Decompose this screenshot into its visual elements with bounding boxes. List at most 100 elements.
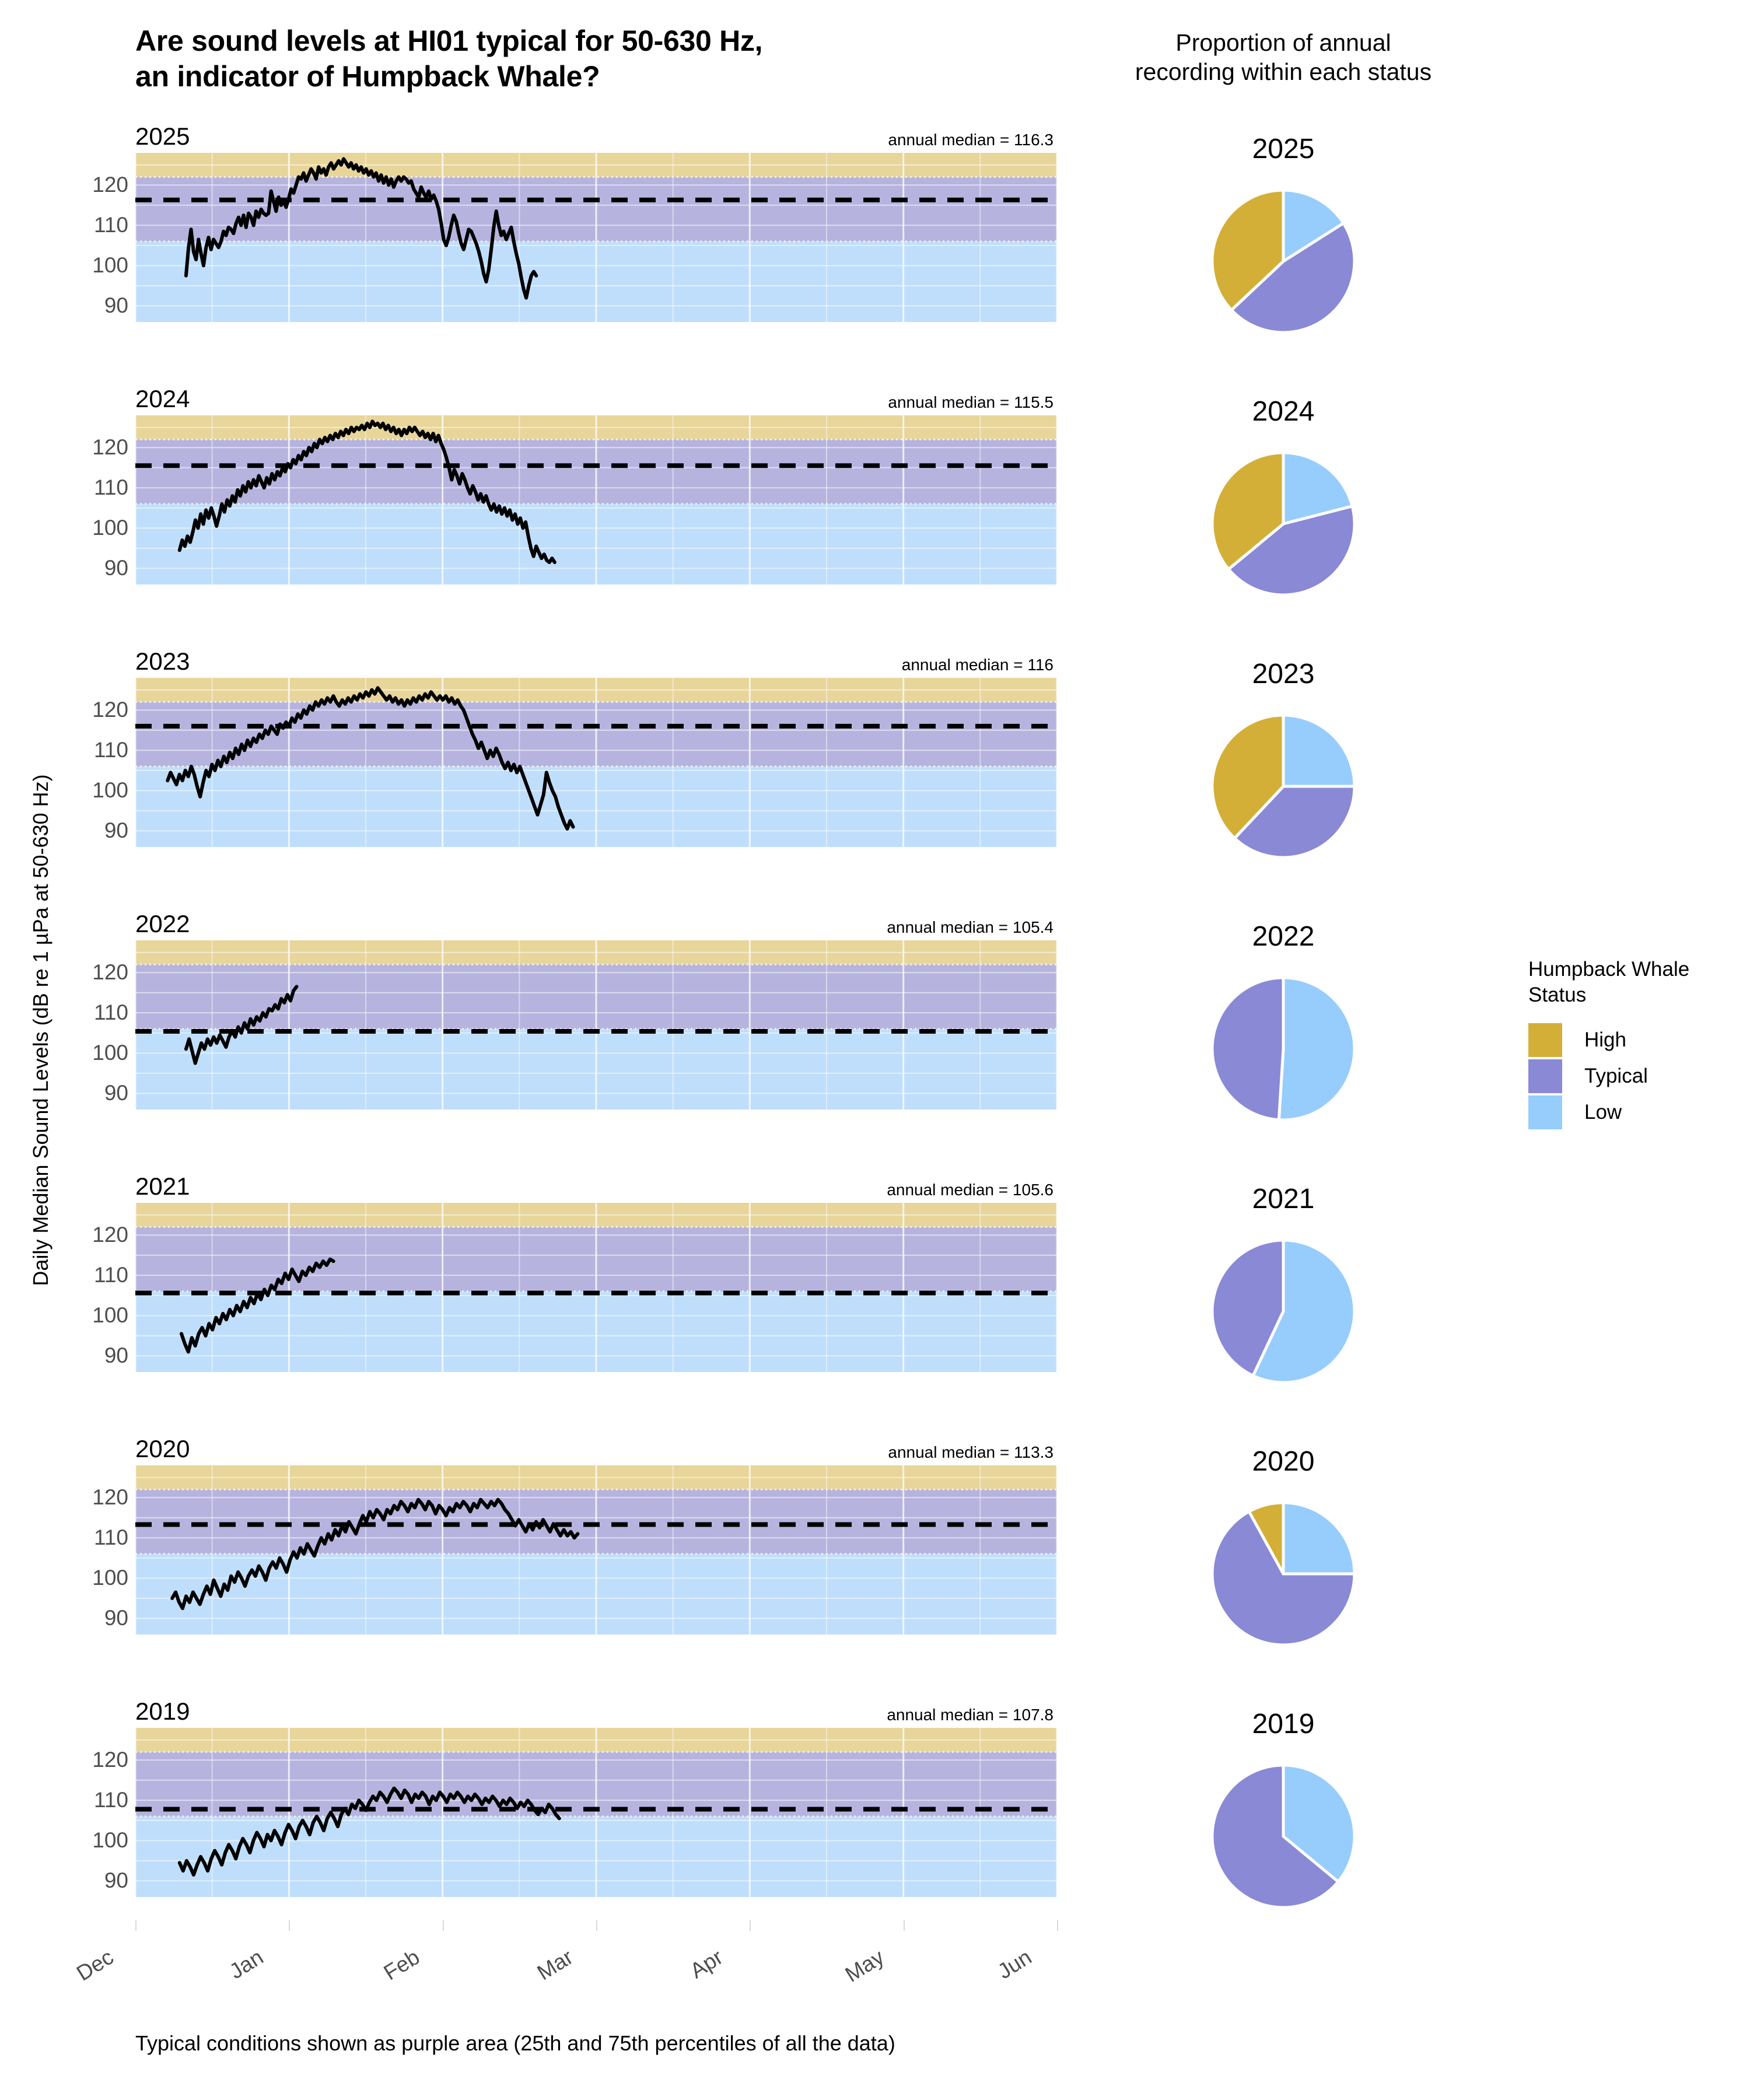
footer-note: Typical conditions shown as purple area … (135, 2031, 895, 2055)
pie-slice-high (1210, 188, 1285, 313)
x-tick-label: Jan (225, 1945, 268, 1984)
y-tick-label: 100 (92, 778, 128, 803)
pie-slice-high (1210, 451, 1285, 572)
y-tick-label: 90 (104, 556, 128, 580)
pie-block-2025: 2025 (1102, 135, 1464, 349)
pie-block-2020: 2020 (1102, 1448, 1464, 1661)
y-tick-labels: 90 100 110 120 (58, 1728, 128, 1897)
pie-svg-2023 (1210, 713, 1356, 859)
plot-area-2020 (135, 1465, 1057, 1634)
pie-slice-typical (1232, 785, 1356, 859)
y-tick-label: 120 (92, 960, 128, 985)
x-tick-label: Mar (533, 1945, 578, 1985)
legend-item-high[interactable]: High (1528, 1023, 1750, 1057)
y-tick-label: 110 (94, 1263, 128, 1287)
y-tick-label: 90 (104, 1343, 128, 1368)
legend-item-low[interactable]: Low (1528, 1095, 1750, 1129)
pie-svg-2019 (1210, 1763, 1356, 1909)
x-tick-mark (135, 1920, 136, 1931)
annual-median-label: annual median = 105.4 (887, 918, 1054, 936)
x-tick-label: Feb (379, 1945, 424, 1985)
plot-area-2021 (135, 1203, 1057, 1372)
daily-median-line (177, 419, 556, 564)
pie-slice-typical (1210, 1238, 1285, 1378)
y-tick-label: 120 (92, 435, 128, 460)
y-tick-labels: 90 100 110 120 (58, 940, 128, 1110)
plot-svg (135, 153, 1057, 322)
panel-year-label: 2023 (135, 648, 190, 675)
plot-svg (135, 1728, 1057, 1897)
pie-year-label: 2019 (1252, 1709, 1315, 1740)
annual-median-label: annual median = 116 (901, 656, 1054, 674)
y-tick-labels: 90 100 110 120 (58, 415, 128, 584)
x-tick-mark (442, 1920, 444, 1931)
panel-year-label: 2019 (135, 1698, 190, 1725)
x-axis: Dec Jan Feb Mar Apr May Jun (72, 1920, 1058, 2025)
y-tick-labels: 90 100 110 120 (58, 153, 128, 322)
pie-block-2024: 2024 (1102, 398, 1464, 611)
pie-year-label: 2024 (1252, 396, 1315, 427)
pies-header: Proportion of annual recording within eac… (1135, 29, 1432, 86)
legend-item-label: Low (1584, 1100, 1622, 1124)
y-tick-label: 110 (94, 475, 128, 500)
plot-svg (135, 940, 1057, 1110)
pie-slice-low (1282, 713, 1356, 788)
y-tick-label: 90 (104, 293, 128, 318)
pie-block-2021: 2021 (1102, 1185, 1464, 1399)
y-tick-label: 120 (92, 173, 128, 197)
x-tick-mark (596, 1920, 597, 1931)
y-tick-label: 90 (104, 1081, 128, 1105)
pie-block-2023: 2023 (1102, 660, 1464, 874)
panel-year-label: 2021 (135, 1172, 190, 1200)
pie-svg-2021 (1210, 1238, 1356, 1384)
pie-svg-2020 (1210, 1501, 1356, 1647)
y-tick-label: 120 (92, 698, 128, 722)
daily-median-line (177, 1786, 561, 1877)
legend-swatch-icon (1528, 1095, 1562, 1129)
y-tick-label: 110 (94, 1000, 128, 1025)
y-tick-label: 90 (104, 818, 128, 843)
legend-title: Humpback Whale Status (1528, 958, 1690, 1006)
x-tick-label: May (841, 1945, 888, 1987)
page-title: Are sound levels at HI01 typical for 50-… (135, 24, 763, 93)
panel-year-label: 2022 (135, 910, 190, 937)
y-tick-label: 110 (94, 1788, 128, 1812)
plot-area-2024 (135, 415, 1057, 584)
y-tick-label: 110 (94, 738, 128, 762)
y-tick-label: 100 (92, 1828, 128, 1853)
pie-svg-2025 (1210, 188, 1356, 334)
y-tick-label: 100 (92, 253, 128, 278)
x-tick-label: Jun (993, 1945, 1036, 1984)
y-tick-label: 100 (92, 1566, 128, 1590)
pie-slice-high (1247, 1501, 1285, 1575)
pie-year-label: 2020 (1252, 1446, 1315, 1477)
pie-slice-typical (1210, 1763, 1340, 1909)
legend-item-typical[interactable]: Typical (1528, 1059, 1750, 1093)
pie-slice-typical (1229, 221, 1356, 334)
y-tick-labels: 90 100 110 120 (58, 1465, 128, 1634)
y-tick-label: 120 (92, 1485, 128, 1510)
pie-block-2019: 2019 (1102, 1710, 1464, 1924)
daily-median-line (166, 686, 575, 831)
plot-svg (135, 415, 1057, 584)
x-tick-mark (289, 1920, 290, 1931)
pie-year-label: 2023 (1252, 659, 1315, 690)
y-tick-label: 90 (104, 1868, 128, 1893)
legend-item-label: Typical (1584, 1064, 1648, 1087)
pie-slice-typical (1210, 976, 1285, 1122)
legend-swatch-icon (1528, 1059, 1562, 1093)
annual-median-label: annual median = 113.3 (888, 1443, 1054, 1461)
pie-year-label: 2025 (1252, 134, 1315, 164)
y-tick-label: 110 (94, 213, 128, 237)
daily-median-line (170, 1497, 580, 1611)
pie-slice-high (1210, 713, 1285, 841)
plot-area-2023 (135, 678, 1057, 847)
panel-year-label: 2020 (135, 1435, 190, 1462)
y-tick-label: 120 (92, 1223, 128, 1247)
x-tick-mark (750, 1920, 751, 1931)
pie-svg-2024 (1210, 451, 1356, 597)
plot-area-2019 (135, 1728, 1057, 1897)
pie-year-label: 2021 (1252, 1184, 1315, 1214)
x-tick-mark (1057, 1920, 1058, 1931)
annual-median-label: annual median = 105.6 (887, 1181, 1054, 1199)
